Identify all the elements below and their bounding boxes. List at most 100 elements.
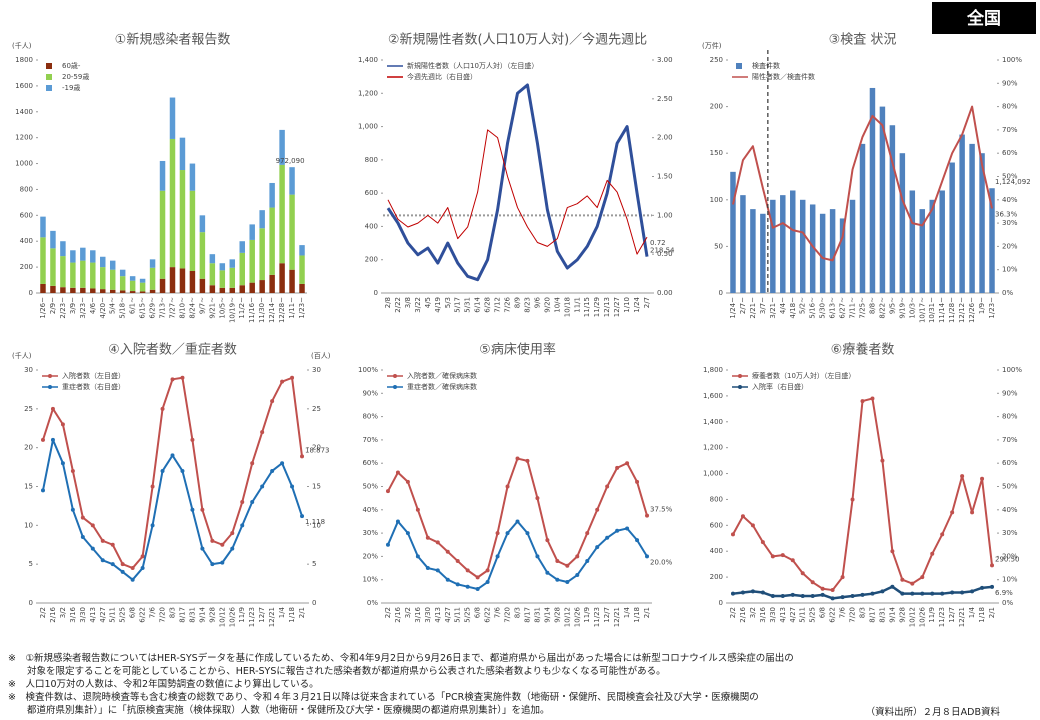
point: [170, 453, 175, 458]
x-tick-label: 3/7~: [759, 297, 767, 314]
y2-tick-label: 90%: [1002, 389, 1018, 397]
point: [250, 461, 255, 466]
x-tick-label: 12/12~: [958, 297, 966, 323]
point: [465, 568, 470, 573]
x-tick-label: 4/20~: [99, 297, 107, 319]
annotation: 972,090: [276, 157, 305, 165]
bar: [229, 267, 236, 288]
point: [100, 558, 105, 563]
x-tick-label: 10/31~: [928, 297, 936, 323]
x-tick-label: 9/7~: [198, 297, 206, 314]
x-tick-label: 4/13: [434, 607, 442, 623]
x-tick-label: 4/13: [89, 607, 97, 623]
y-tick-label: 0: [719, 289, 723, 297]
point: [260, 430, 265, 435]
x-tick-label: 5/25: [809, 607, 817, 623]
legend-label: 今週先週比（右目盛）: [407, 72, 477, 81]
y-tick-label: 1,800: [703, 366, 723, 374]
point: [535, 554, 540, 559]
bar: [129, 280, 136, 292]
point: [555, 577, 560, 582]
y2-tick-label: 40%: [1002, 506, 1018, 514]
x-tick-label: 1/11~: [288, 297, 296, 319]
x-tick-label: 4/27: [99, 607, 107, 623]
bar: [969, 143, 975, 293]
x-tick-label: 4/18~: [789, 297, 797, 319]
point: [565, 563, 570, 568]
y2-tick-label: 30: [312, 366, 321, 374]
point: [455, 582, 460, 587]
bar: [249, 224, 255, 240]
y-tick-label: 0: [374, 289, 378, 297]
point: [880, 589, 885, 594]
point: [615, 465, 620, 470]
point: [525, 458, 530, 463]
bar: [90, 288, 96, 293]
x-tick-label: 11/2~: [238, 297, 246, 319]
y-tick-label: 1,200: [358, 89, 378, 97]
y-tick-label: 0: [29, 289, 33, 297]
point: [565, 580, 570, 585]
bar: [859, 143, 866, 293]
legend-label: 検査件数: [752, 61, 780, 70]
legend-label: 入院率（右目盛）: [752, 382, 808, 391]
annotation: 1,124,092: [995, 178, 1031, 186]
point: [605, 484, 610, 489]
point: [850, 497, 855, 502]
y2-tick-label: 10%: [1002, 576, 1018, 584]
bar: [40, 283, 46, 293]
bar: [179, 268, 186, 293]
x-tick-label: 11/16~: [248, 297, 256, 323]
x-tick-label: 7/11~: [849, 297, 857, 319]
y-tick-label: 1200: [15, 134, 33, 142]
x-tick-label: 11/1: [573, 297, 581, 313]
x-tick-label: 9/21~: [208, 297, 216, 319]
y-tick-label: 50%: [362, 483, 378, 491]
x-tick-label: 9/14: [198, 606, 206, 622]
bar: [239, 285, 245, 293]
bar: [829, 209, 836, 293]
point: [770, 554, 775, 559]
y-tick-label: 90%: [362, 389, 378, 397]
y-tick-label: 200: [365, 256, 378, 264]
badge-bg: [932, 2, 1036, 34]
bar: [60, 241, 66, 257]
point: [760, 590, 765, 595]
x-tick-label: 3/30: [769, 607, 777, 623]
point: [910, 581, 915, 586]
x-tick-label: 8/31: [533, 607, 541, 623]
x-tick-label: 3/16: [414, 606, 422, 622]
y2-tick-label: 15: [312, 483, 321, 491]
x-tick-label: 2/1: [298, 607, 306, 618]
bar: [879, 106, 886, 293]
x-tick-label: 3/16: [69, 606, 77, 622]
y-tick-label: 30%: [362, 529, 378, 537]
bar: [979, 153, 985, 293]
point: [455, 559, 460, 564]
x-tick-label: 4/4~: [779, 297, 787, 314]
x-tick-label: 4/5: [424, 297, 432, 308]
x-tick-label: 5/2~: [799, 297, 807, 314]
bar: [60, 287, 66, 293]
point: [585, 559, 590, 564]
y-unit: (千人): [12, 41, 32, 50]
line: [732, 105, 993, 262]
x-tick-label: 8/17: [868, 607, 876, 623]
y-tick-label: 15: [24, 483, 33, 491]
bar: [299, 255, 305, 284]
point: [60, 422, 65, 427]
x-tick-label: 5/31: [464, 297, 472, 313]
point: [880, 458, 885, 463]
y-tick-label: 600: [20, 211, 33, 219]
bar: [189, 190, 196, 271]
point: [465, 584, 470, 589]
bar: [159, 160, 166, 191]
point: [385, 489, 390, 494]
bar: [50, 285, 56, 293]
x-tick-label: 2/16: [49, 606, 57, 622]
x-tick-label: 5/3: [444, 297, 452, 308]
point: [930, 551, 935, 556]
y-tick-label: 30: [24, 366, 33, 374]
point: [990, 584, 995, 589]
chart-title: ④入院者数／重症者数: [108, 342, 237, 358]
